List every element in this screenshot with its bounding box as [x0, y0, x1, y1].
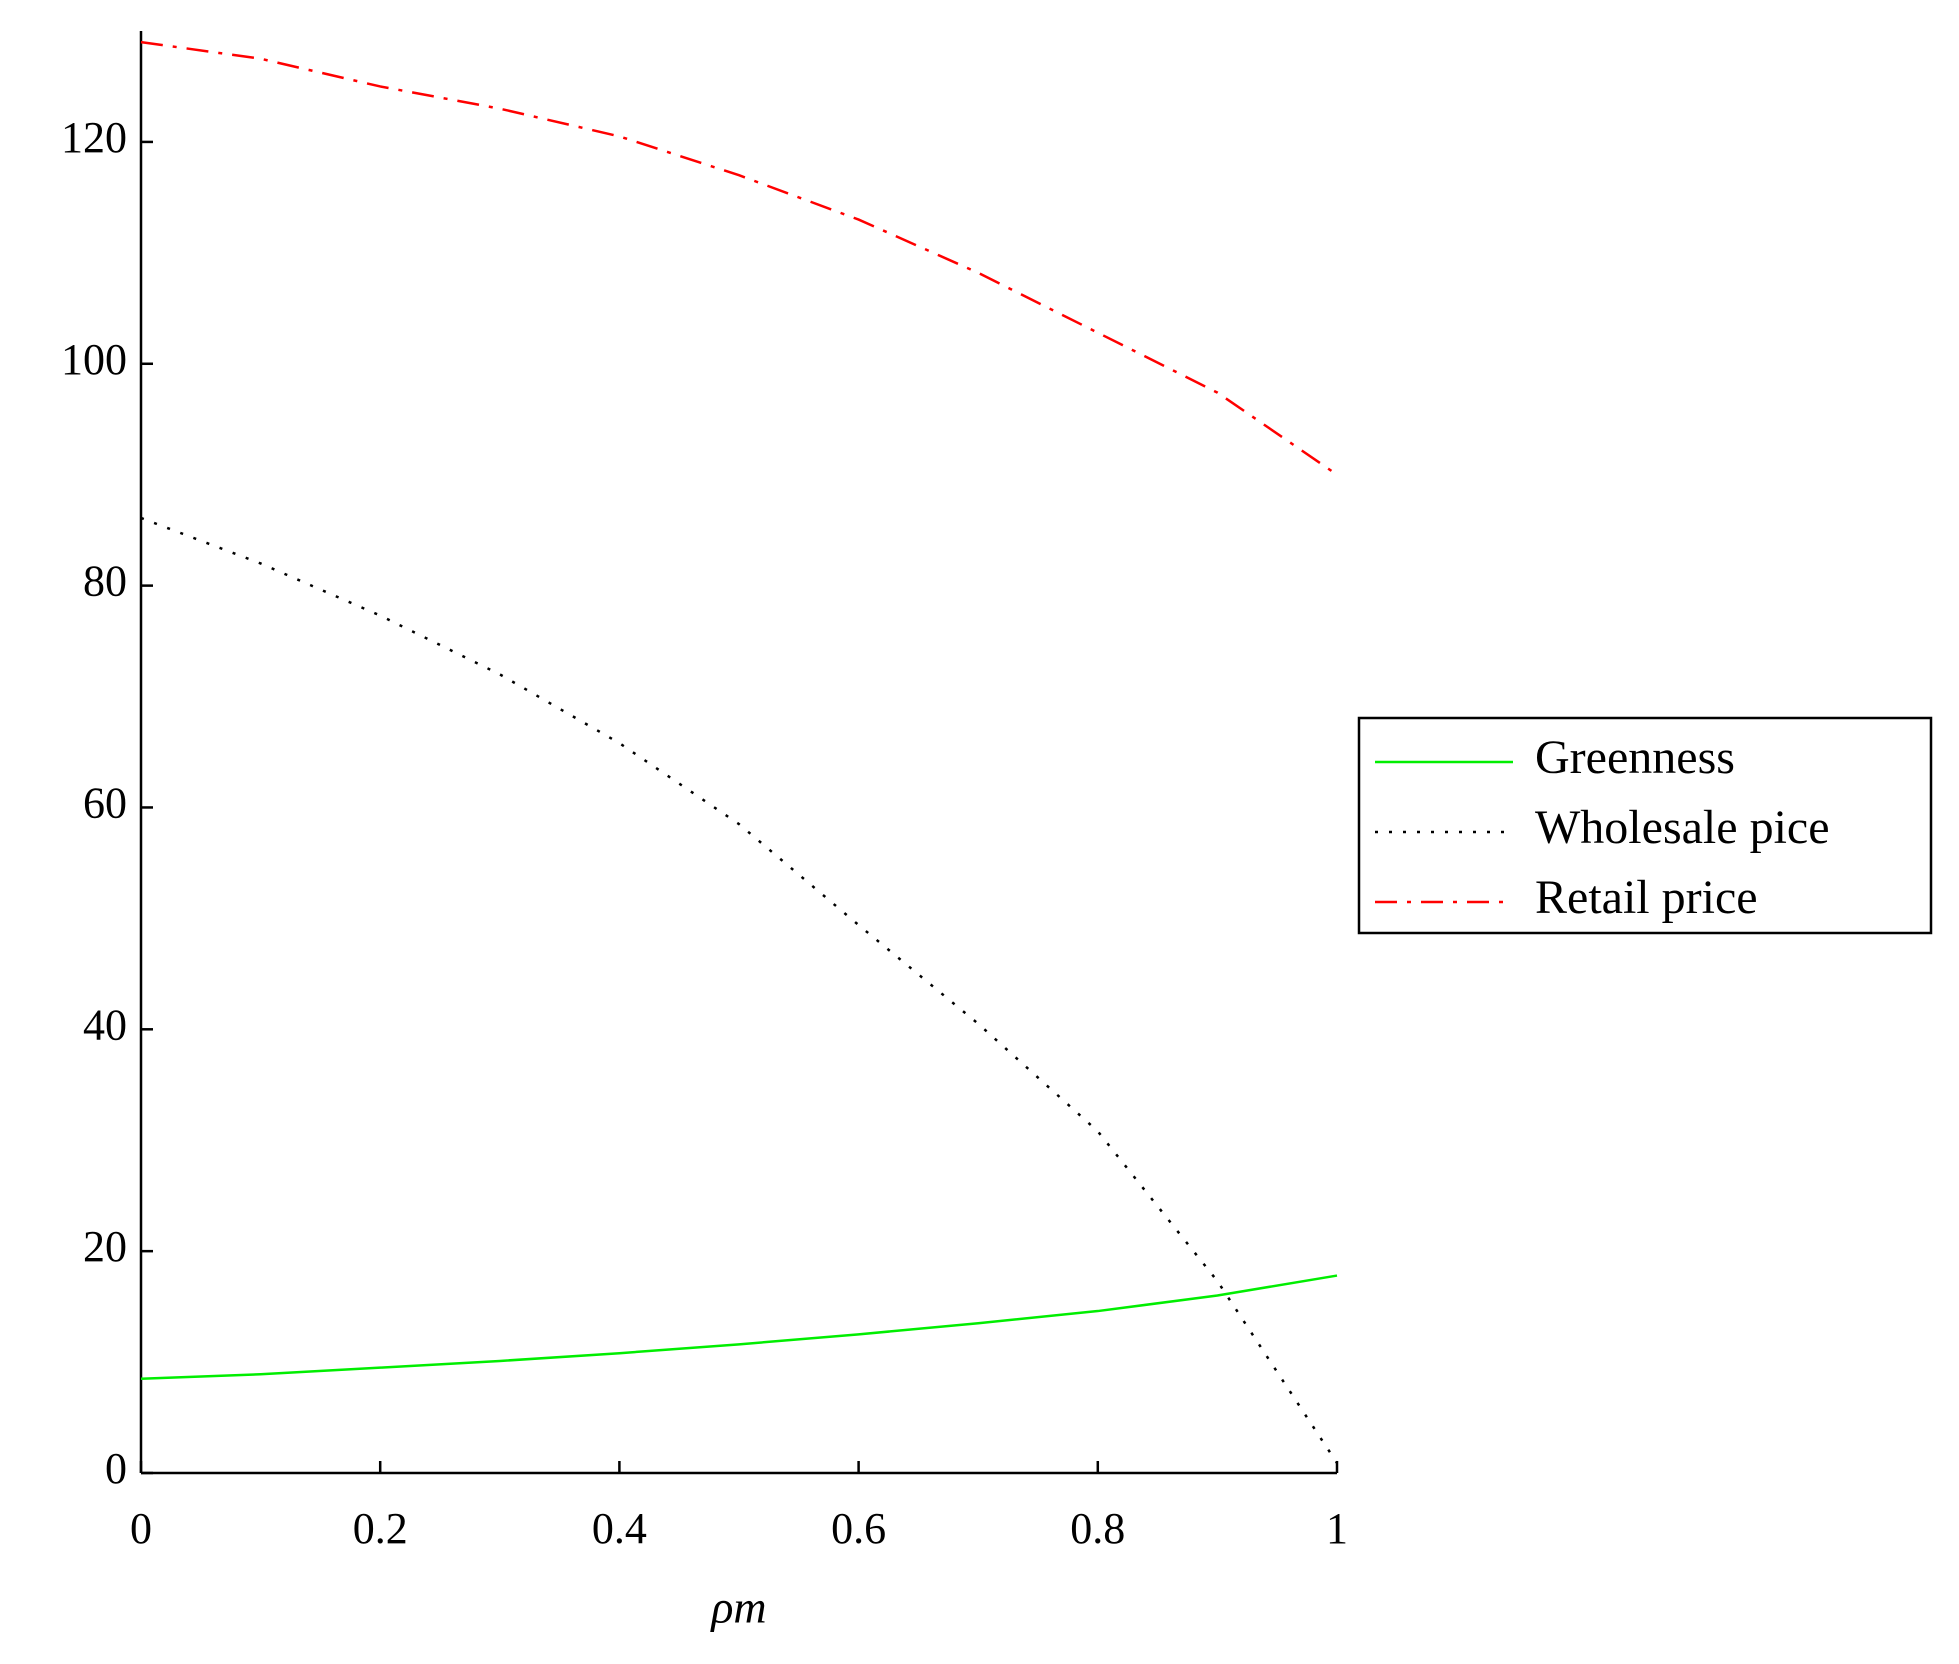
x-tick-label: 0.8 [1070, 1504, 1125, 1553]
x-tick-label: 1 [1326, 1504, 1348, 1553]
x-tick-label: 0.2 [353, 1504, 408, 1553]
series-line [140, 40, 1338, 476]
y-tick-label: 0 [105, 1444, 127, 1493]
y-tick-label: 40 [83, 1000, 127, 1049]
series-line [140, 516, 1339, 1464]
y-tick-label: 20 [83, 1222, 127, 1271]
y-tick-label: 60 [83, 779, 127, 828]
y-tick-label: 120 [61, 113, 127, 162]
x-tick-label: 0.4 [592, 1504, 647, 1553]
x-tick-label: 0 [130, 1504, 152, 1553]
x-tick-label: 0.6 [831, 1504, 886, 1553]
legend-label: Retail price [1535, 871, 1758, 924]
x-axis-label: ρm [709, 1582, 766, 1633]
y-tick-label: 80 [83, 557, 127, 606]
legend-label: Greenness [1535, 731, 1735, 784]
y-tick-label: 100 [61, 335, 127, 384]
legend-label: Wholesale pice [1535, 801, 1830, 854]
legend-box [1357, 716, 1933, 935]
series-line [140, 1274, 1338, 1380]
